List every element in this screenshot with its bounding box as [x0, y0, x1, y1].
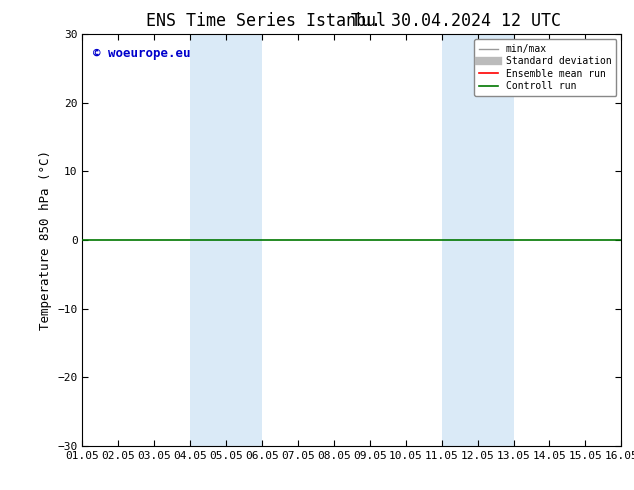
Bar	[190, 34, 262, 446]
Text: Tu. 30.04.2024 12 UTC: Tu. 30.04.2024 12 UTC	[351, 12, 562, 30]
Bar	[442, 34, 514, 446]
Text: ENS Time Series Istanbul: ENS Time Series Istanbul	[146, 12, 386, 30]
Legend: min/max, Standard deviation, Ensemble mean run, Controll run: min/max, Standard deviation, Ensemble me…	[474, 39, 616, 96]
Y-axis label: Temperature 850 hPa (°C): Temperature 850 hPa (°C)	[39, 150, 52, 330]
Text: © woeurope.eu: © woeurope.eu	[93, 47, 191, 60]
